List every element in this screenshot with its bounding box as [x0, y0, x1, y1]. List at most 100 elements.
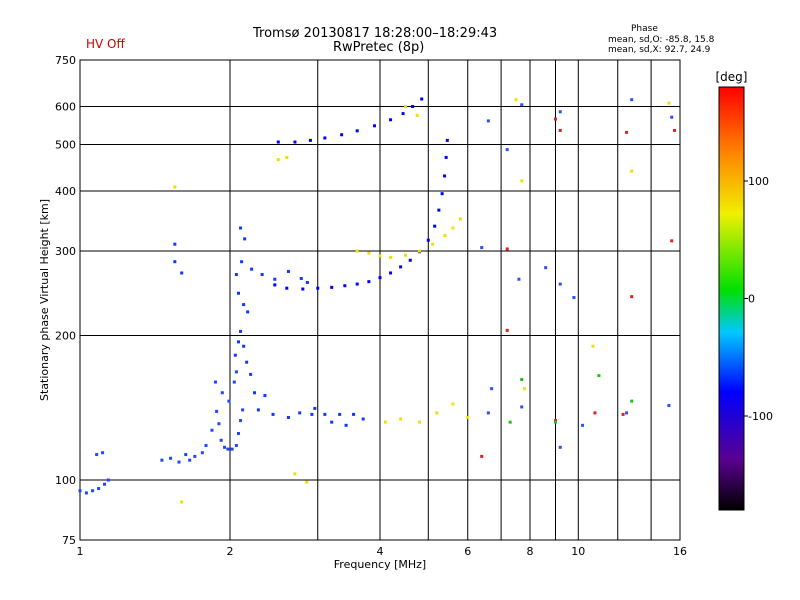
- data-point: [286, 415, 290, 419]
- data-point: [250, 267, 254, 271]
- data-point: [361, 417, 365, 421]
- data-point: [240, 260, 244, 264]
- data-point: [301, 287, 305, 291]
- data-point: [367, 280, 371, 284]
- data-point: [95, 453, 99, 457]
- data-point: [241, 408, 245, 412]
- data-point: [233, 353, 237, 357]
- y-tick-label: 750: [55, 54, 76, 67]
- data-point: [330, 285, 334, 289]
- data-point: [451, 226, 455, 230]
- data-point: [673, 128, 677, 132]
- data-point: [285, 155, 289, 159]
- chart-title-line-2: RwPretec (8p): [333, 40, 425, 55]
- data-point: [440, 192, 444, 196]
- data-point: [486, 119, 490, 123]
- data-point: [443, 174, 447, 178]
- data-point: [426, 238, 430, 242]
- data-point: [505, 247, 509, 251]
- data-point: [226, 447, 230, 451]
- data-point: [236, 432, 240, 436]
- data-point: [411, 105, 415, 109]
- data-point: [558, 128, 562, 132]
- y-tick-label: 600: [55, 101, 76, 114]
- data-point: [308, 138, 312, 142]
- data-point: [101, 451, 105, 455]
- data-point: [91, 489, 95, 493]
- data-point: [505, 148, 509, 152]
- data-point: [193, 454, 197, 458]
- x-tick-label: 8: [527, 545, 534, 558]
- data-point: [523, 387, 527, 391]
- data-point: [299, 276, 303, 280]
- data-point: [239, 329, 243, 333]
- x-tick-label: 2: [227, 545, 234, 558]
- data-point: [243, 237, 247, 241]
- y-tick-label: 100: [55, 474, 76, 487]
- data-point: [227, 399, 231, 403]
- data-point: [352, 412, 356, 416]
- data-point: [389, 271, 393, 275]
- x-tick-label: 6: [464, 545, 471, 558]
- data-point: [443, 234, 447, 238]
- data-point: [630, 295, 634, 299]
- phase-colorbar: [718, 86, 745, 511]
- data-point: [316, 286, 320, 290]
- data-point: [160, 458, 164, 462]
- data-point: [313, 406, 317, 410]
- data-point: [431, 242, 435, 246]
- data-point: [505, 328, 509, 332]
- y-tick-label: 200: [55, 330, 76, 343]
- data-point: [625, 130, 629, 134]
- data-point: [670, 115, 674, 119]
- data-point: [508, 420, 512, 424]
- data-point: [383, 420, 387, 424]
- data-point: [236, 340, 240, 344]
- data-point: [389, 118, 393, 122]
- data-point: [215, 409, 219, 413]
- data-point: [593, 411, 597, 415]
- data-point: [553, 420, 557, 424]
- data-point: [445, 138, 449, 142]
- data-point: [553, 419, 557, 423]
- data-point: [200, 451, 204, 455]
- colorbar-tick-label: 100: [748, 175, 769, 188]
- data-point: [169, 456, 173, 460]
- data-point: [630, 98, 634, 102]
- x-axis-label: Frequency [MHz]: [334, 558, 426, 571]
- data-point: [399, 265, 403, 269]
- y-axis-label: Stationary phase Virtual Height [km]: [38, 199, 51, 401]
- data-point: [520, 377, 524, 381]
- data-point: [184, 453, 188, 457]
- data-point: [417, 420, 421, 424]
- data-point: [389, 255, 393, 259]
- data-point: [273, 283, 277, 287]
- data-point: [219, 438, 223, 442]
- data-point: [558, 110, 562, 114]
- data-point: [378, 254, 382, 258]
- data-point: [286, 269, 290, 273]
- data-point: [285, 286, 289, 290]
- data-point: [234, 444, 238, 448]
- data-point: [293, 472, 297, 476]
- data-point: [276, 158, 280, 162]
- data-point: [553, 117, 557, 121]
- data-point: [667, 403, 671, 407]
- data-point: [581, 423, 585, 427]
- data-point: [293, 140, 297, 144]
- data-point: [433, 224, 437, 228]
- data-point: [338, 412, 342, 416]
- data-point: [239, 226, 243, 230]
- data-point: [630, 399, 634, 403]
- data-point: [106, 478, 110, 482]
- data-point: [234, 370, 238, 374]
- data-point: [220, 391, 224, 395]
- data-point: [330, 420, 334, 424]
- data-point: [451, 402, 455, 406]
- data-point: [520, 179, 524, 183]
- data-point: [236, 291, 240, 295]
- data-point: [408, 258, 412, 262]
- data-point: [234, 273, 238, 277]
- data-point: [403, 253, 407, 257]
- x-tick-label: 1: [77, 545, 84, 558]
